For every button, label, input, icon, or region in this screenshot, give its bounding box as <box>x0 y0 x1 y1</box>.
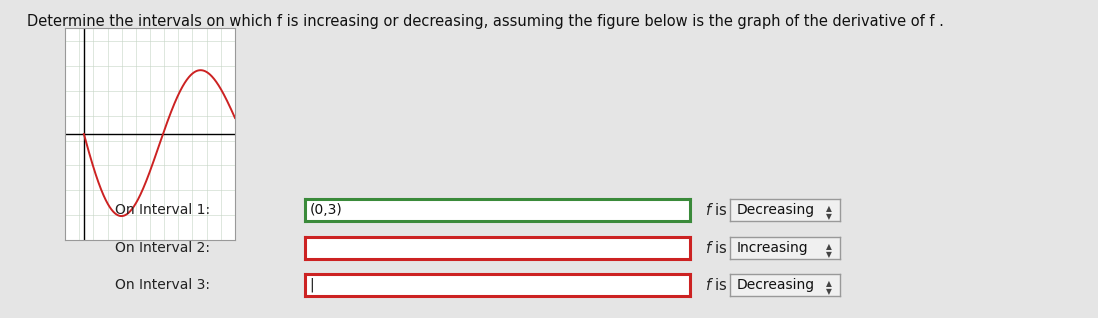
Text: Increasing: Increasing <box>737 241 808 255</box>
Text: $f$ is: $f$ is <box>705 202 728 218</box>
Text: ▲: ▲ <box>826 242 832 252</box>
Text: On Interval 1:: On Interval 1: <box>115 203 210 217</box>
Text: Determine the intervals on which f is increasing or decreasing, assuming the fig: Determine the intervals on which f is in… <box>27 14 944 29</box>
Text: ▼: ▼ <box>826 250 832 259</box>
Text: $f$ is: $f$ is <box>705 240 728 256</box>
Text: ▲: ▲ <box>826 204 832 213</box>
Text: (0,3): (0,3) <box>310 203 343 217</box>
Text: On Interval 2:: On Interval 2: <box>115 241 210 255</box>
Text: $f$ is: $f$ is <box>705 277 728 293</box>
Text: ▲: ▲ <box>826 280 832 288</box>
Text: On Interval 3:: On Interval 3: <box>115 278 210 292</box>
Text: Decreasing: Decreasing <box>737 278 815 292</box>
Text: Decreasing: Decreasing <box>737 203 815 217</box>
Text: ▼: ▼ <box>826 287 832 296</box>
Text: |: | <box>310 278 314 292</box>
Text: ▼: ▼ <box>826 212 832 221</box>
